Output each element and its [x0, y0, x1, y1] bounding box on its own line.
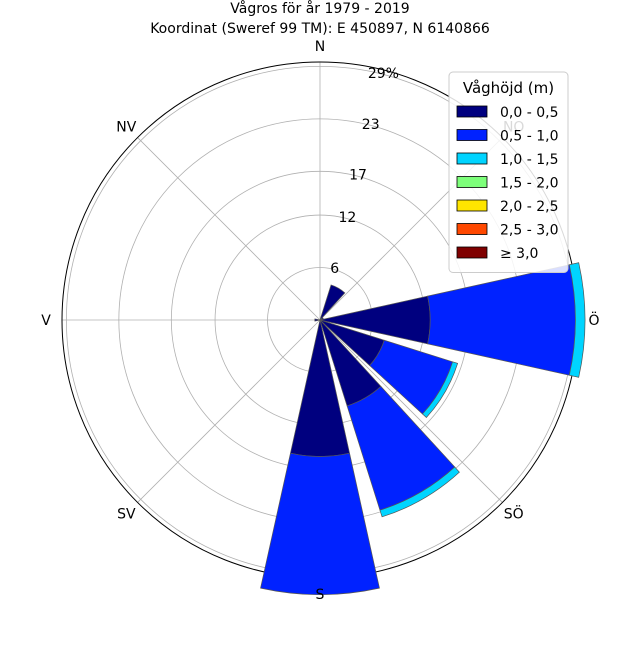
legend-item-label: 1,0 - 1,5	[500, 152, 558, 168]
legend-title: Våghöjd (m)	[463, 79, 554, 97]
bar-segment-90-1	[427, 264, 576, 376]
chart-subtitle: Koordinat (Sweref 99 TM): E 450897, N 61…	[150, 21, 490, 37]
legend-swatch	[456, 199, 488, 212]
radial-tick-label: 23	[362, 117, 380, 133]
direction-label: S	[316, 587, 325, 603]
direction-label: SV	[117, 507, 136, 523]
bar-segment-270-0	[314, 318, 321, 322]
legend-item-label: 2,5 - 3,0	[500, 223, 558, 239]
direction-label: V	[41, 313, 51, 329]
legend-swatch	[456, 152, 488, 165]
direction-label: NV	[116, 119, 136, 135]
bar-segment-150-2	[379, 466, 460, 518]
bar-segment-30-0	[319, 284, 346, 321]
legend-item-label: 1,5 - 2,0	[500, 176, 558, 192]
bar-segment-120-2	[422, 361, 459, 418]
radial-tick-label: 6	[330, 261, 339, 277]
wave-bars	[260, 262, 586, 595]
chart-title: Vågros för år 1979 - 2019	[230, 0, 409, 17]
bar-segment-180-1	[260, 452, 380, 595]
legend-item-label: 0,5 - 1,0	[500, 129, 558, 145]
radial-tick-label: 29%	[368, 66, 399, 82]
legend-item-label: 2,0 - 2,5	[500, 199, 558, 215]
direction-label: SÖ	[504, 505, 524, 523]
legend-item-label: 0,0 - 0,5	[500, 105, 558, 121]
legend-box	[448, 71, 569, 273]
bar-segment-150-1	[346, 385, 456, 511]
direction-label: N	[315, 39, 325, 55]
grid-spoke-3	[319, 319, 503, 503]
direction-label: Ö	[588, 311, 599, 329]
radial-tick-label: 17	[349, 168, 367, 184]
legend: Våghöjd (m) 0,0 - 0,5 0,5 - 1,0 1,0 - 1,5 1,…	[448, 71, 569, 273]
radial-tick-label: 12	[338, 210, 356, 226]
grid-spoke-5	[137, 319, 321, 503]
legend-swatch	[456, 129, 488, 141]
legend-item-label: ≥ 3,0	[500, 246, 538, 262]
legend-swatch	[456, 223, 488, 235]
legend-swatch	[456, 246, 488, 259]
bar-segment-90-2	[568, 262, 586, 378]
legend-swatch	[456, 105, 488, 118]
grid-spoke-7	[137, 137, 321, 321]
legend-swatch	[456, 176, 488, 188]
